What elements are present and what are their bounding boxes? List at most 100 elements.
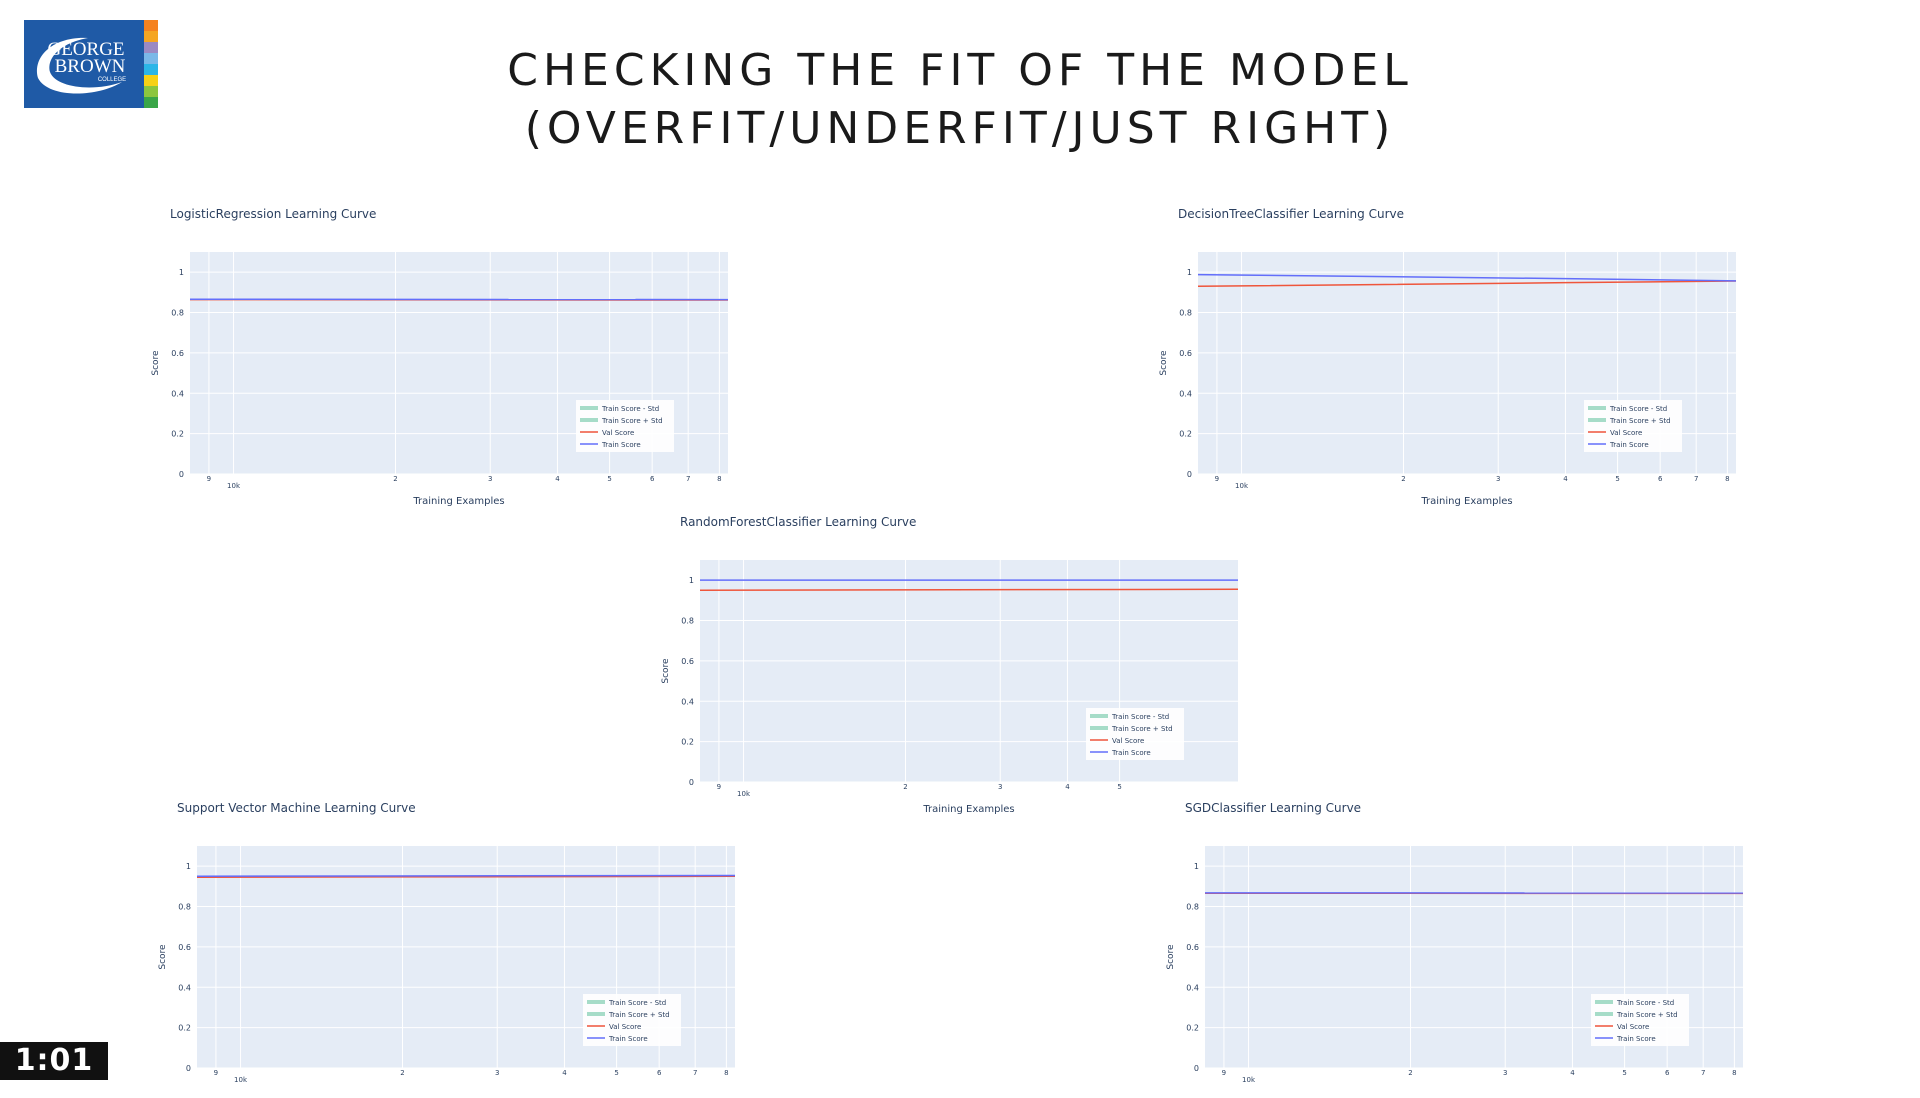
chart-title: RandomForestClassifier Learning Curve [680,515,916,529]
x-tick-label: 3 [1496,475,1500,483]
page-title: CHECKING THE FIT OF THE MODEL (OVERFIT/U… [0,42,1920,158]
x-tick-label: 3 [488,475,492,483]
legend-label: Train Score [1609,441,1649,449]
x-axis-label: Training Examples [1420,496,1512,507]
y-tick-label: 0.4 [178,983,191,992]
x-tick-label: 8 [1732,1069,1736,1077]
x-tick-label: 9 [717,783,721,791]
y-tick-label: 0 [1194,1064,1199,1073]
x-tick-label: 3 [998,783,1002,791]
x-tick-label: 10k [234,1076,248,1084]
logo-stripe [144,20,158,32]
x-axis-label: Training Examples [412,496,504,507]
y-tick-label: 0.8 [1179,309,1192,318]
video-timestamp: 1:01 [0,1042,108,1080]
x-tick-label: 6 [1665,1069,1670,1077]
y-tick-label: 0 [179,470,184,479]
x-tick-label: 3 [495,1069,499,1077]
x-tick-label: 5 [1117,783,1121,791]
page-title-line-2: (OVERFIT/UNDERFIT/JUST RIGHT) [0,100,1920,158]
legend-label: Train Score - Std [1609,405,1667,413]
legend-label: Train Score - Std [1111,713,1169,721]
y-tick-label: 0.2 [1179,430,1192,439]
y-tick-label: 0.2 [178,1024,191,1033]
x-tick-label: 2 [1401,475,1405,483]
x-tick-label: 6 [1658,475,1663,483]
x-tick-label: 4 [562,1069,567,1077]
chart-support-vector-machine: Support Vector Machine Learning Curve 0 0.… [155,798,755,1098]
y-tick-label: 1 [186,862,191,871]
legend-label: Train Score + Std [1111,725,1173,733]
x-tick-label: 4 [555,475,560,483]
y-axis-label: Score [1166,944,1176,970]
legend-label: Train Score [601,441,641,449]
x-tick-label: 3 [1503,1069,1507,1077]
chart-title: SGDClassifier Learning Curve [1185,801,1361,815]
legend-label: Val Score [1112,737,1144,745]
y-tick-label: 0.6 [171,349,184,358]
y-tick-label: 0.4 [171,389,184,398]
legend-label: Train Score [1111,749,1151,757]
chart-title: Support Vector Machine Learning Curve [177,801,416,815]
y-tick-label: 0.8 [1186,903,1199,912]
x-tick-label: 2 [903,783,907,791]
x-tick-label: 9 [214,1069,218,1077]
legend-label: Train Score [608,1035,648,1043]
y-tick-label: 0.4 [681,697,694,706]
y-tick-label: 0.6 [178,943,191,952]
legend-label: Train Score - Std [601,405,659,413]
x-tick-label: 4 [1570,1069,1575,1077]
x-tick-label: 7 [686,475,690,483]
x-tick-label: 9 [1222,1069,1226,1077]
legend-label: Train Score + Std [608,1011,670,1019]
train-score-line [197,875,735,876]
y-axis-label: Score [1159,350,1169,376]
chart-random-forest: RandomForestClassifier Learning Curve 0 0.… [658,512,1258,812]
x-axis-label: Training Examples [922,804,1014,815]
y-tick-label: 0.6 [1179,349,1192,358]
y-tick-label: 0.2 [681,738,694,747]
x-tick-label: 10k [1235,482,1249,490]
val-score-line [700,589,1238,590]
y-tick-label: 0 [1187,470,1192,479]
y-tick-label: 0 [186,1064,191,1073]
y-tick-label: 0.8 [171,309,184,318]
legend-label: Val Score [1617,1023,1649,1031]
y-tick-label: 1 [1194,862,1199,871]
chart-svg: LogisticRegression Learning Curve00.20.4… [148,204,748,504]
x-tick-label: 5 [607,475,611,483]
chart-svg: RandomForestClassifier Learning Curve 0 0.… [658,512,1258,812]
x-tick-label: 2 [1408,1069,1412,1077]
x-tick-label: 2 [400,1069,404,1077]
x-tick-label: 7 [1701,1069,1705,1077]
x-tick-label: 6 [650,475,655,483]
x-tick-label: 6 [657,1069,662,1077]
logo-stripe [144,31,158,43]
y-axis-label: Score [158,944,168,970]
x-tick-label: 7 [693,1069,697,1077]
y-tick-label: 0.2 [1186,1024,1199,1033]
legend-label: Val Score [609,1023,641,1031]
y-axis-label: Score [151,350,161,376]
y-axis-label: Score [661,658,671,684]
legend-label: Train Score - Std [608,999,666,1007]
x-tick-label: 5 [1615,475,1619,483]
x-tick-label: 7 [1694,475,1698,483]
x-tick-label: 10k [737,790,751,798]
y-tick-label: 0.4 [1179,389,1192,398]
legend-label: Train Score + Std [1609,417,1671,425]
y-tick-label: 0 [689,778,694,787]
y-tick-label: 0.4 [1186,983,1199,992]
x-tick-label: 2 [393,475,397,483]
x-tick-label: 9 [1215,475,1219,483]
x-tick-label: 4 [1563,475,1568,483]
chart-svg: SGDClassifier Learning Curve00.20.40.60.… [1163,798,1763,1098]
x-tick-label: 10k [1242,1076,1256,1084]
x-tick-label: 8 [717,475,721,483]
y-tick-label: 0.2 [171,430,184,439]
x-tick-label: 10k [227,482,241,490]
legend-label: Train Score + Std [601,417,663,425]
